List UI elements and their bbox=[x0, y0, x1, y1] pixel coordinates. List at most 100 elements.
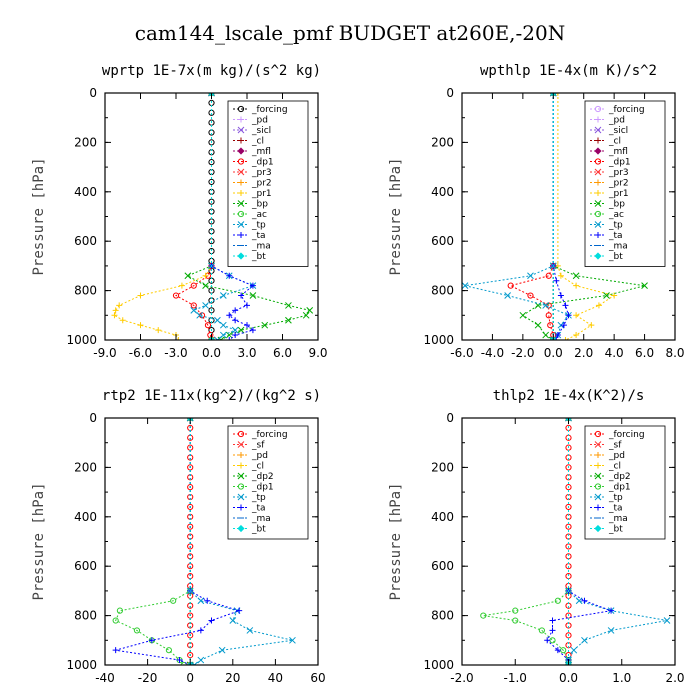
data-point bbox=[285, 302, 292, 309]
data-point bbox=[229, 617, 237, 624]
legend-label: _cl bbox=[608, 462, 621, 472]
legend-label: _sicl bbox=[251, 126, 271, 136]
x-tick-label: -6.0 bbox=[450, 346, 473, 360]
y-tick-label: 0 bbox=[446, 411, 454, 425]
data-point bbox=[607, 627, 615, 634]
legend-marker bbox=[237, 126, 245, 134]
legend-item: _pd bbox=[590, 116, 625, 126]
data-point bbox=[119, 317, 126, 324]
data-point bbox=[219, 331, 227, 339]
data-point bbox=[553, 277, 560, 284]
data-point bbox=[249, 292, 257, 299]
data-point bbox=[208, 617, 215, 624]
y-tick-label: 600 bbox=[431, 234, 454, 248]
y-tick-label: 200 bbox=[431, 135, 454, 149]
legend-item: _ac bbox=[233, 210, 267, 220]
panel-title: wprtp 1E-7x(m kg)/(s^2 kg) bbox=[102, 63, 321, 79]
legend-marker bbox=[594, 158, 602, 165]
legend: _forcing_sf_pd_cl_dp2_dp1_tp_ta_ma_bt bbox=[227, 425, 309, 540]
y-axis-label: Pressure [hPa] bbox=[388, 157, 404, 275]
data-point bbox=[545, 312, 552, 319]
data-point bbox=[112, 647, 119, 654]
legend-item: _cl bbox=[590, 137, 621, 147]
y-axis-label: Pressure [hPa] bbox=[388, 482, 404, 600]
legend-label: _cl bbox=[251, 462, 264, 472]
legend-label: _dp2 bbox=[251, 472, 274, 482]
legend-label: _sf bbox=[251, 441, 265, 451]
x-tick-label: 9.0 bbox=[308, 346, 327, 360]
panel-title: wpthlp 1E-4x(m K)/s^2 bbox=[480, 63, 657, 79]
legend-label: _sf bbox=[608, 441, 622, 451]
panel-title: rtp2 1E-11x(kg^2)/(kg^2 s) bbox=[102, 388, 321, 404]
legend-item: _ta bbox=[590, 231, 623, 241]
legend-marker bbox=[595, 190, 601, 196]
data-point bbox=[480, 612, 487, 619]
data-point bbox=[190, 307, 198, 314]
legend-marker bbox=[238, 504, 244, 511]
legend-item: _tp bbox=[233, 221, 266, 231]
legend-item: _dp2 bbox=[590, 472, 631, 482]
legend-marker bbox=[594, 493, 602, 501]
data-point bbox=[246, 627, 254, 634]
legend-item: _ma bbox=[233, 514, 271, 524]
legend-marker bbox=[237, 472, 245, 480]
data-point bbox=[611, 292, 618, 299]
data-point bbox=[238, 292, 245, 299]
data-point bbox=[549, 336, 557, 340]
legend-marker bbox=[594, 210, 602, 218]
y-tick-label: 1000 bbox=[66, 333, 97, 347]
x-tick-label: 0.0 bbox=[559, 671, 578, 685]
data-point bbox=[512, 617, 519, 624]
legend-marker bbox=[594, 200, 602, 207]
legend-marker bbox=[594, 252, 602, 260]
x-tick-label: 40 bbox=[268, 671, 283, 685]
data-point bbox=[208, 159, 215, 166]
data-point bbox=[208, 198, 215, 205]
data-point bbox=[204, 597, 211, 604]
data-point bbox=[191, 661, 198, 665]
data-point bbox=[641, 282, 648, 290]
legend-marker bbox=[594, 105, 602, 113]
data-point bbox=[565, 312, 572, 319]
legend-label: _tp bbox=[608, 221, 623, 231]
data-point bbox=[302, 311, 310, 319]
legend: _forcing_pd_sicl_cl_mfl_dp1_pr3_pr2_pr1_… bbox=[227, 100, 309, 267]
data-point bbox=[553, 337, 560, 340]
data-point bbox=[175, 337, 182, 340]
legend-label: _ma bbox=[608, 514, 628, 524]
data-point bbox=[527, 272, 534, 280]
legend-label: _sicl bbox=[608, 126, 628, 136]
legend-marker bbox=[595, 232, 601, 238]
legend-item: _ta bbox=[233, 231, 266, 241]
data-point bbox=[588, 322, 595, 329]
legend-marker bbox=[237, 441, 245, 448]
legend-label: _pd bbox=[251, 116, 268, 126]
y-tick-label: 400 bbox=[431, 185, 454, 199]
legend-marker bbox=[237, 483, 245, 490]
legend-item: _cl bbox=[590, 462, 621, 472]
legend-item: _bp bbox=[590, 200, 625, 210]
data-point bbox=[172, 292, 180, 299]
data-point bbox=[554, 332, 561, 339]
data-point bbox=[249, 327, 256, 334]
data-point bbox=[608, 607, 615, 614]
legend-item: _ta bbox=[590, 504, 623, 514]
data-point bbox=[133, 627, 141, 634]
legend-marker bbox=[237, 524, 245, 533]
data-point bbox=[244, 302, 250, 309]
legend-label: _tp bbox=[251, 221, 266, 231]
legend-label: _ta bbox=[251, 231, 266, 241]
legend-marker bbox=[237, 210, 245, 218]
series-line bbox=[483, 418, 569, 665]
legend: _forcing_sf_pd_cl_dp2_dp1_tp_ta_ma_bt bbox=[584, 425, 666, 540]
data-point bbox=[542, 331, 550, 339]
chart-panel: rtp2 1E-11x(kg^2)/(kg^2 s) Pressure [hPa]… bbox=[31, 388, 326, 685]
data-point bbox=[565, 661, 572, 665]
legend-item: _sf bbox=[590, 441, 622, 451]
data-point bbox=[549, 637, 556, 644]
legend-label: _dp1 bbox=[251, 483, 274, 493]
legend-marker bbox=[595, 452, 601, 458]
legend-label: _pr3 bbox=[251, 168, 272, 178]
legend-marker bbox=[238, 232, 244, 238]
